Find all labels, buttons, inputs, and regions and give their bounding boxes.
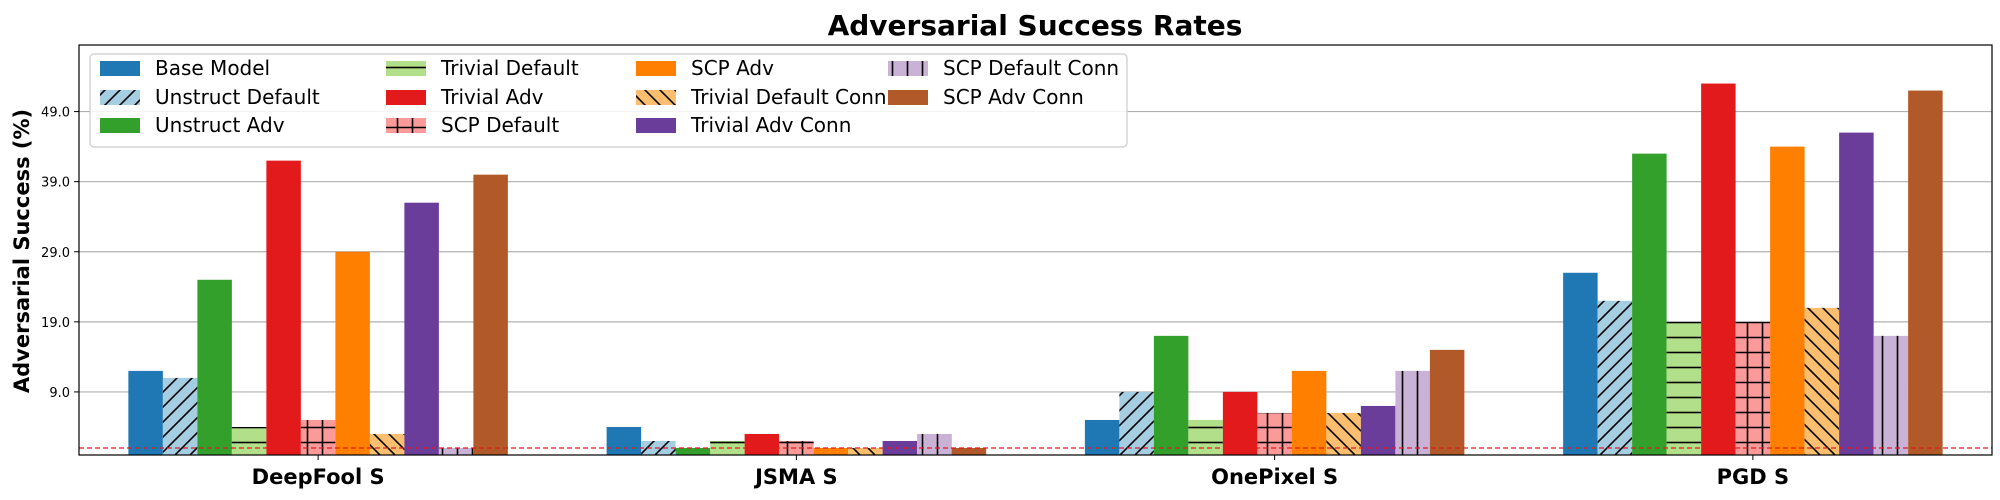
bar <box>473 174 508 455</box>
legend-swatch <box>100 118 140 133</box>
axes: 9.0 19.0 29.0 39.0 49.0 DeepFool S JSMA S OnePi… <box>41 44 1993 489</box>
bar <box>917 433 952 455</box>
bar <box>848 447 883 455</box>
bar <box>1597 300 1633 455</box>
bar <box>162 377 198 455</box>
x-tick-label: DeepFool S <box>252 465 385 489</box>
legend-swatch <box>888 90 928 105</box>
legend-label: Unstruct Adv <box>155 113 285 137</box>
bar <box>1257 412 1292 455</box>
x-tick-label: JSMA S <box>753 465 838 489</box>
bar <box>813 447 849 455</box>
bar <box>951 447 987 455</box>
x-tick-label: OnePixel S <box>1211 465 1338 489</box>
bar <box>438 447 474 455</box>
bar <box>369 433 405 455</box>
bar <box>779 440 814 455</box>
y-tick-label: 9.0 <box>49 386 70 401</box>
y-tick-label: 39.0 <box>41 176 70 191</box>
legend-swatch <box>386 118 426 133</box>
bar <box>231 426 267 455</box>
legend-label: SCP Default Conn <box>943 56 1119 80</box>
bar <box>1291 370 1327 455</box>
bar <box>1701 83 1736 456</box>
bar <box>1666 321 1702 455</box>
bar <box>335 251 370 455</box>
bar <box>1563 272 1598 455</box>
bar <box>744 433 780 455</box>
legend-label: Unstruct Default <box>155 85 320 109</box>
bar <box>675 447 711 455</box>
bar <box>1326 412 1361 455</box>
bar <box>1632 153 1667 455</box>
bar <box>404 202 439 455</box>
bar <box>606 426 642 455</box>
bar <box>197 279 232 455</box>
legend-label: SCP Adv <box>691 56 774 80</box>
bar <box>1804 307 1840 455</box>
bar <box>128 370 163 455</box>
bar <box>1873 335 1909 455</box>
chart-title: Adversarial Success Rates <box>828 9 1243 42</box>
bar <box>300 419 336 455</box>
bar <box>1084 419 1120 455</box>
bar <box>1770 146 1805 455</box>
legend-swatch <box>386 61 426 76</box>
bars <box>128 83 1943 456</box>
legend-label: Base Model <box>155 56 270 80</box>
legend-swatch <box>100 61 140 76</box>
bar <box>266 160 301 455</box>
bar <box>1839 132 1874 455</box>
legend-box <box>89 53 1128 148</box>
plot-frame <box>78 44 1993 456</box>
y-tick-label: 49.0 <box>41 106 70 121</box>
legend-swatch <box>386 90 426 105</box>
y-tick-label: 19.0 <box>41 316 70 331</box>
bar <box>1395 370 1430 455</box>
legend-swatch <box>636 90 676 105</box>
bar <box>1222 391 1258 455</box>
x-tick-label: PGD S <box>1717 465 1790 489</box>
bar <box>1153 335 1189 455</box>
bar <box>1735 321 1771 455</box>
y-axis-label: Adversarial Success (%) <box>10 109 34 393</box>
legend-swatch <box>888 61 928 76</box>
bar <box>1908 90 1943 456</box>
legend-label: Trivial Default <box>440 56 579 80</box>
bar <box>1429 349 1465 455</box>
legend-label: Trivial Adv <box>440 85 544 109</box>
legend: Base Model Unstruct Default Unstruct Adv Tr… <box>89 53 1128 148</box>
legend-label: Trivial Default Conn <box>690 85 887 109</box>
legend-swatch <box>100 90 140 105</box>
legend-swatch <box>636 61 676 76</box>
legend-swatch <box>636 118 676 133</box>
y-tick-label: 29.0 <box>41 246 70 261</box>
bar <box>1360 405 1396 455</box>
legend-label: SCP Adv Conn <box>943 85 1084 109</box>
legend-label: SCP Default <box>441 113 559 137</box>
bar <box>1119 391 1154 455</box>
bar <box>1188 419 1223 455</box>
legend-label: Trivial Adv Conn <box>690 113 851 137</box>
